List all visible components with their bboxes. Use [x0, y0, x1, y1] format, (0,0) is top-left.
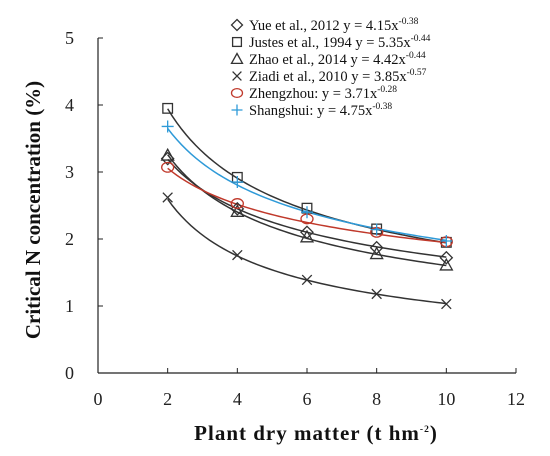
marker-series-2: [160, 147, 175, 161]
legend-marker-5: [231, 104, 243, 116]
marker-series-3: [371, 288, 382, 300]
data-markers: [160, 102, 454, 310]
legend-equation: y = 4.75x: [317, 103, 373, 119]
legend-equation: y = 4.15x: [343, 18, 399, 34]
legend-marker-2: [230, 52, 244, 65]
marker-series-2: [299, 229, 315, 243]
legend-name: Zhao et al., 2014: [249, 52, 350, 68]
x-tick-label: 8: [372, 389, 381, 409]
y-tick-label: 1: [65, 296, 74, 316]
marker-series-1: [162, 102, 174, 114]
x-axis-label: Plant dry matter (t hm-2): [194, 421, 438, 445]
legend-exponent: -0.28: [377, 85, 397, 95]
marker-series-3: [301, 274, 313, 286]
marker-series-5: [370, 223, 383, 236]
y-tick-label: 4: [65, 95, 74, 115]
fit-curves: [167, 108, 447, 305]
legend-name: Justes et al., 1994: [249, 35, 355, 51]
x-tick-labels: 0 2 4 6 8 10 12: [94, 389, 526, 409]
legend-exponent: -0.44: [411, 34, 431, 44]
legend-entry-0: Yue et al., 2012 y = 4.15x-0.38: [249, 17, 419, 34]
marker-series-5: [301, 206, 313, 219]
marker-series-0: [300, 225, 314, 240]
y-tick-label: 5: [65, 28, 74, 48]
marker-series-3: [441, 298, 452, 310]
marker-series-3: [232, 249, 243, 261]
legend-exponent: -0.38: [372, 102, 392, 112]
legend-equation: y = 4.42x: [350, 52, 406, 68]
x-tick-label: 2: [163, 389, 172, 409]
legend-exponent: -0.44: [406, 51, 426, 61]
marker-series-2: [439, 257, 454, 271]
legend-name: Zhengzhou:: [249, 86, 322, 102]
legend-entry-1: Justes et al., 1994 y = 5.35x-0.44: [249, 34, 431, 51]
legend-entry-2: Zhao et al., 2014 y = 4.42x-0.44: [249, 51, 426, 68]
marker-series-5: [440, 235, 453, 248]
x-axis-label-sup: -2: [420, 425, 430, 435]
legend-name: Shangshui:: [249, 103, 317, 119]
x-tick-label: 10: [437, 389, 455, 409]
marker-series-0: [369, 240, 384, 255]
x-tick-label: 4: [233, 389, 242, 409]
axes: [97, 37, 517, 374]
legend-entry-3: Ziadi et al., 2010 y = 3.85x-0.57: [249, 68, 427, 85]
legend-marker-3: [232, 71, 242, 81]
x-axis-label-end: ): [430, 421, 438, 445]
x-tick-label: 0: [94, 389, 103, 409]
fit-curve-4: [167, 167, 447, 244]
legend-marker-0: [230, 18, 244, 32]
legend-equation: y = 3.85x: [351, 69, 407, 85]
x-tick-label: 12: [507, 389, 525, 409]
marker-series-4: [230, 198, 244, 209]
legend-exponent: -0.57: [407, 68, 427, 78]
legend-exponent: -0.38: [399, 17, 419, 27]
legend-equation: y = 3.71x: [322, 86, 378, 102]
legend-entry-4: Zhengzhou: y = 3.71x-0.28: [249, 85, 397, 102]
y-axis-label: Critical N concentration (%): [21, 81, 45, 339]
y-tick-labels: 0 1 2 3 4 5: [65, 28, 74, 383]
marker-series-2: [369, 246, 384, 260]
marker-series-5: [231, 176, 244, 189]
y-tick-label: 2: [65, 229, 74, 249]
legend-marker-4: [230, 87, 244, 99]
marker-series-4: [161, 161, 175, 173]
marker-series-3: [162, 192, 173, 203]
marker-series-0: [439, 250, 454, 265]
marker-series-5: [161, 120, 174, 133]
y-tick-label: 3: [65, 162, 74, 182]
legend-equation: y = 5.35x: [355, 35, 411, 51]
marker-series-2: [230, 204, 245, 217]
legend-name: Yue et al., 2012: [249, 18, 343, 34]
x-tick-label: 6: [303, 389, 312, 409]
y-tick-label: 0: [65, 363, 74, 383]
x-axis-label-main: Plant dry matter (t hm: [194, 421, 420, 445]
legend-entry-5: Shangshui: y = 4.75x-0.38: [249, 102, 392, 119]
legend-marker-1: [231, 36, 243, 48]
legend-name: Ziadi et al., 2010: [249, 69, 351, 85]
